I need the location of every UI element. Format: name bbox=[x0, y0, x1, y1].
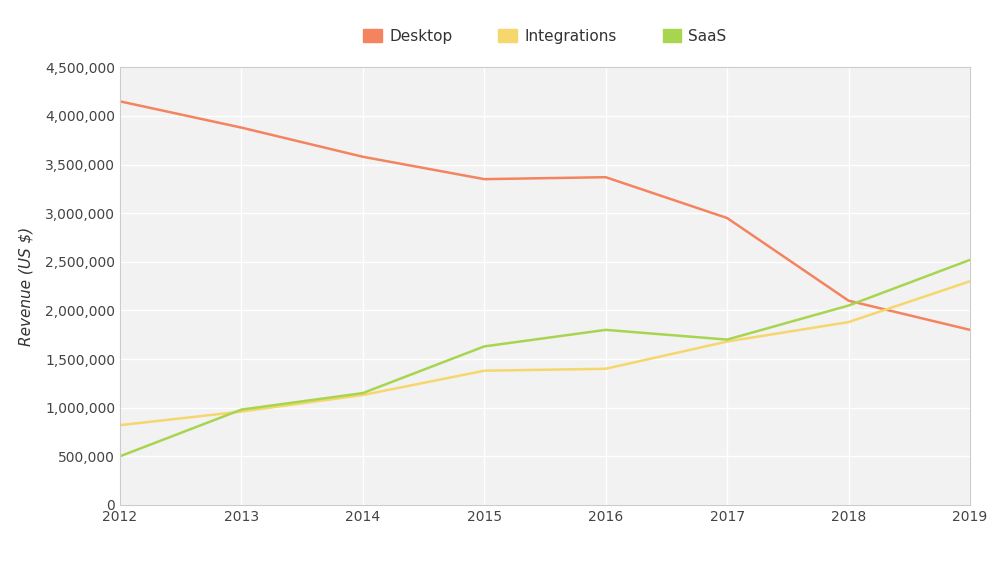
Legend: Desktop, Integrations, SaaS: Desktop, Integrations, SaaS bbox=[357, 22, 733, 50]
Y-axis label: Revenue (US $): Revenue (US $) bbox=[19, 227, 34, 346]
